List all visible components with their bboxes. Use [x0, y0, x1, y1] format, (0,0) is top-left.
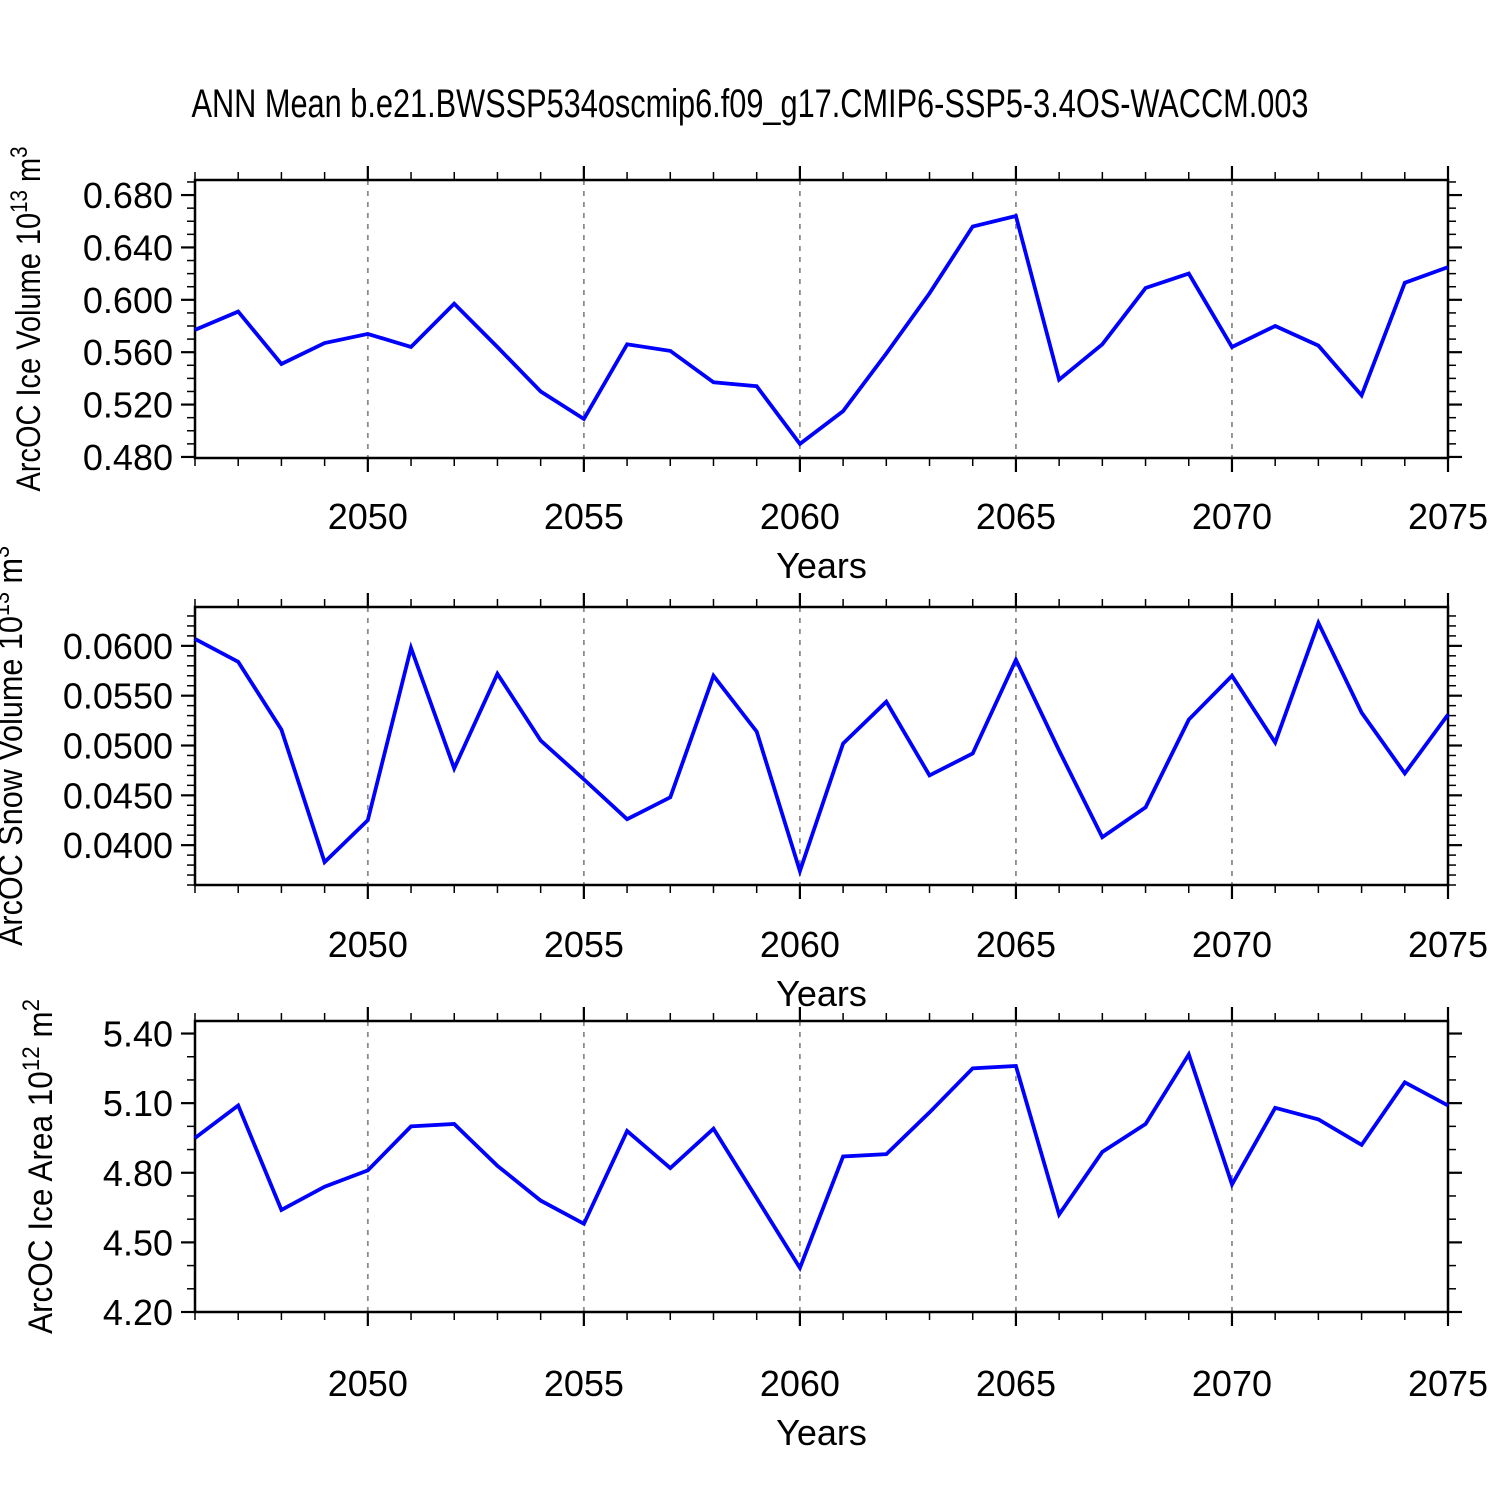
y-axis-title-superscript: 13	[6, 190, 33, 213]
y-axis-title: ArcOC Ice Volume 1013 m3	[6, 147, 48, 492]
x-axis-title: Years	[776, 973, 867, 1014]
data-line	[194, 618, 1450, 878]
y-axis-title-superscript: 13	[0, 592, 15, 616]
x-axis-title: Years	[776, 545, 867, 586]
plot-frame	[193, 1019, 1450, 1314]
y-tick-label: 5.40	[103, 1014, 173, 1055]
y-tick-label: 0.0450	[63, 775, 173, 816]
x-tick-label: 2050	[328, 924, 408, 965]
panel-snow-volume: 0.0400 0.0450 0.0500 0.0550 0.0600 2050 2055 20…	[0, 546, 1488, 1014]
y-tick-label: 4.80	[103, 1153, 173, 1194]
x-tick-label: 2050	[328, 496, 408, 537]
x-tick-label: 2055	[544, 1363, 624, 1404]
y-tick-label: 0.0400	[63, 825, 173, 866]
x-tick-label: 2070	[1192, 496, 1272, 537]
y-axis-title-text: ArcOC Ice Volume 10	[10, 213, 48, 492]
plot-frame	[193, 178, 1450, 460]
x-tick-label: 2055	[544, 924, 624, 965]
x-axis-title: Years	[776, 1412, 867, 1453]
y-tick-label: 4.20	[103, 1292, 173, 1333]
x-tick-label: 2060	[760, 496, 840, 537]
y-axis-title-superscript: 2	[18, 999, 45, 1011]
x-tick-label: 2075	[1408, 1363, 1488, 1404]
plot-frame	[193, 605, 1450, 887]
y-tick-label: 0.560	[83, 332, 173, 373]
y-axis-title-text: ArcOC Ice Area 10	[22, 1071, 60, 1334]
x-tick-label: 2075	[1408, 924, 1488, 965]
x-tick-label: 2075	[1408, 496, 1488, 537]
chart-title: ANN Mean b.e21.BWSSP534oscmip6.f09_g17.C…	[192, 82, 1309, 126]
y-tick-label: 5.10	[103, 1083, 173, 1124]
y-tick-label: 0.0550	[63, 676, 173, 717]
data-line	[194, 213, 1449, 447]
y-axis-title-text: ArcOC Snow Volume 10	[0, 616, 30, 946]
x-tick-label: 2055	[544, 496, 624, 537]
y-tick-label: 0.0600	[63, 626, 173, 667]
x-tick-label: 2050	[328, 1363, 408, 1404]
data-line	[193, 1049, 1449, 1273]
x-tick-label: 2060	[760, 1363, 840, 1404]
y-tick-label: 0.480	[83, 437, 173, 478]
panel-ice-area: 4.20 4.50 4.80 5.10 5.40 2050 2055 2060 2065 2070…	[18, 999, 1488, 1453]
x-tick-label: 2065	[976, 496, 1056, 537]
x-tick-label: 2070	[1192, 924, 1272, 965]
y-axis-title-superscript: 3	[0, 546, 15, 558]
x-tick-label: 2060	[760, 924, 840, 965]
y-tick-label: 0.600	[83, 280, 173, 321]
y-tick-label: 0.520	[83, 385, 173, 426]
y-axis-title-text: m	[22, 1011, 60, 1046]
x-tick-label: 2070	[1192, 1363, 1272, 1404]
y-tick-label: 0.680	[83, 175, 173, 216]
y-axis-title-text: m	[0, 558, 30, 592]
x-tick-label: 2065	[976, 924, 1056, 965]
y-tick-label: 0.0500	[63, 726, 173, 767]
panel-ice-volume: 0.480 0.520 0.560 0.600 0.640 0.680 2050 2055 20…	[6, 147, 1488, 586]
x-tick-label: 2065	[976, 1363, 1056, 1404]
y-axis-title: ArcOC Snow Volume 1013 m3	[0, 546, 30, 946]
y-tick-label: 0.640	[83, 227, 173, 268]
y-axis-title-superscript: 12	[18, 1046, 45, 1071]
y-axis-title-superscript: 3	[6, 147, 33, 158]
y-tick-label: 4.50	[103, 1222, 173, 1263]
y-axis-title-text: m	[10, 158, 48, 190]
y-axis-title: ArcOC Ice Area 1012 m2	[18, 999, 60, 1334]
